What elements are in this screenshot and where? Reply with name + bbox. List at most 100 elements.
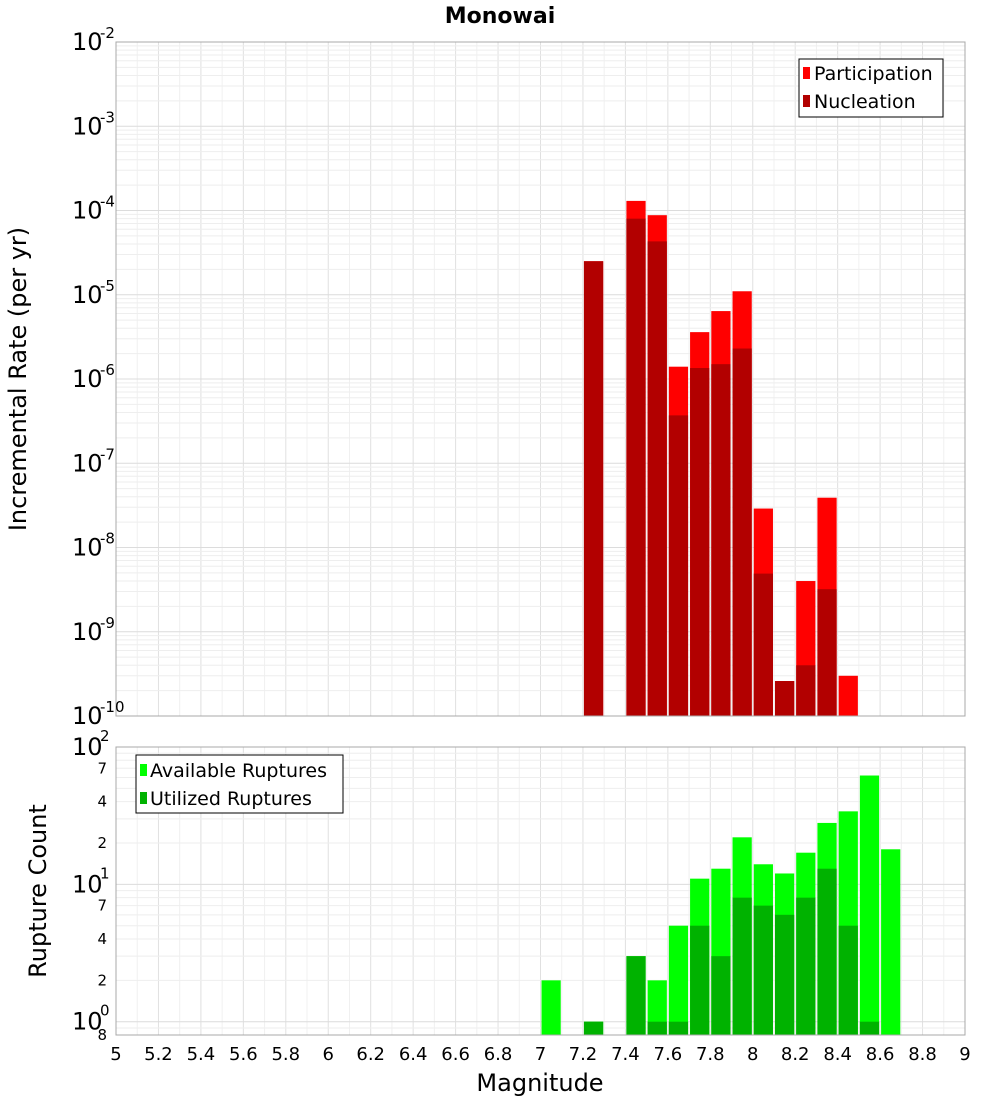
tick-mantissa: 10	[72, 1008, 103, 1036]
tick-exponent: -7	[100, 445, 115, 463]
legend-available-label: Available Ruptures	[150, 760, 327, 782]
utilized-ruptures-bar	[838, 925, 858, 1035]
x-tick-label: 8	[747, 1044, 758, 1065]
x-tick-label: 6.8	[484, 1044, 513, 1065]
legend-participation-label: Participation	[814, 63, 933, 85]
top-grid	[116, 42, 966, 717]
utilized-ruptures-bar	[859, 1021, 880, 1035]
tick-exponent: -6	[100, 361, 115, 379]
top-plot-border	[115, 41, 966, 717]
nucleation-bar	[647, 241, 667, 716]
tick-exponent: 0	[100, 1002, 110, 1020]
top-y-tick-labels: 10-210-310-410-510-610-710-810-910-10	[72, 24, 125, 730]
x-tick-label: 8.2	[781, 1044, 810, 1065]
nucleation-bar	[817, 589, 837, 716]
legend-nucleation-label: Nucleation	[814, 91, 916, 113]
tick-mantissa: 10	[72, 281, 103, 309]
chart-title: Monowai	[445, 4, 556, 29]
bottom-bars	[541, 775, 901, 1035]
nucleation-bar	[796, 665, 816, 716]
tick-mantissa: 10	[72, 733, 103, 761]
x-tick-label: 5.4	[187, 1044, 216, 1065]
tick-mantissa: 10	[72, 365, 103, 393]
bottom-y-tick-label: 100	[72, 1002, 110, 1036]
x-tick-label: 6.4	[399, 1044, 428, 1065]
tick-mantissa: 10	[72, 702, 103, 730]
bottom-y-minor-tick-label: 7	[97, 759, 107, 777]
bottom-y-axis-label: Rupture Count	[24, 804, 52, 978]
tick-mantissa: 10	[72, 28, 103, 56]
top-y-tick-label: 10-4	[72, 193, 115, 225]
utilized-ruptures-bar	[668, 1021, 689, 1035]
x-tick-label: 8.4	[823, 1044, 852, 1065]
x-tick-label: 7	[535, 1044, 546, 1065]
nucleation-bar	[690, 368, 710, 716]
legend-available-swatch	[140, 764, 147, 776]
tick-exponent: -3	[100, 108, 115, 126]
top-legend-box	[798, 58, 944, 118]
bottom-y-minor-tick-label: 7	[97, 897, 107, 915]
utilized-ruptures-bar	[732, 897, 752, 1035]
utilized-ruptures-bar	[774, 914, 795, 1035]
x-axis-label: Magnitude	[476, 1069, 603, 1097]
tick-exponent: -9	[100, 614, 115, 632]
top-y-tick-label: 10-8	[72, 530, 115, 562]
bottom-y-tick-label: 101	[72, 864, 110, 898]
legend-nucleation-swatch	[803, 95, 810, 107]
utilized-ruptures-bar	[711, 956, 731, 1035]
bottom-y-minor-tick-label: 4	[97, 930, 107, 948]
top-panel: 10-210-310-410-510-610-710-810-910-10 In…	[4, 24, 966, 730]
tick-exponent: -10	[100, 698, 125, 716]
tick-mantissa: 10	[72, 449, 103, 477]
available-ruptures-bar	[859, 775, 880, 1035]
top-y-tick-label: 10-9	[72, 614, 115, 646]
tick-mantissa: 10	[72, 197, 103, 225]
available-ruptures-bar	[647, 980, 667, 1035]
bottom-legend: Available Ruptures Utilized Ruptures	[135, 754, 344, 814]
x-tick-label: 6	[323, 1044, 334, 1065]
nucleation-bar	[753, 573, 773, 716]
bottom-y-tick-label: 102	[72, 727, 110, 761]
utilized-ruptures-bar	[817, 868, 837, 1035]
tick-mantissa: 10	[72, 870, 103, 898]
utilized-ruptures-bar	[583, 1021, 604, 1035]
tick-mantissa: 10	[72, 112, 103, 140]
x-tick-label: 8.6	[866, 1044, 895, 1065]
x-tick-label: 5	[110, 1044, 121, 1065]
bottom-legend-box	[135, 754, 344, 814]
nucleation-bar	[583, 261, 604, 716]
utilized-ruptures-bar	[753, 905, 773, 1035]
x-tick-labels: 5 5.2 5.4 5.6 5.8 6 6.2 6.4 6.6 6.8 7 7.2 7.4 7.6 7.8 8…	[110, 1044, 970, 1065]
top-bars	[583, 200, 858, 716]
x-tick-label: 7.4	[611, 1044, 640, 1065]
top-legend: Participation Nucleation	[798, 58, 944, 118]
x-tick-label: 6.2	[356, 1044, 385, 1065]
tick-exponent: -8	[100, 530, 115, 548]
tick-mantissa: 10	[72, 618, 103, 646]
x-tick-label: 7.6	[654, 1044, 683, 1065]
bottom-y-minor-tick-label: 2	[97, 971, 107, 989]
tick-exponent: -5	[100, 277, 115, 295]
legend-utilized-label: Utilized Ruptures	[150, 788, 312, 810]
nucleation-bar	[626, 218, 646, 716]
bottom-plot-border	[115, 746, 966, 1036]
available-ruptures-bar	[668, 925, 689, 1035]
tick-exponent: 1	[100, 864, 110, 882]
x-tick-label: 5.6	[229, 1044, 258, 1065]
x-tick-label: 6.6	[441, 1044, 470, 1065]
top-y-tick-label: 10-3	[72, 108, 115, 140]
available-ruptures-bar	[881, 849, 901, 1035]
tick-exponent: -2	[100, 24, 115, 42]
tick-exponent: 2	[100, 727, 110, 745]
x-tick-label: 8.8	[908, 1044, 937, 1065]
nucleation-bar	[774, 681, 795, 716]
x-tick-label: 7.8	[696, 1044, 725, 1065]
top-y-tick-label: 10-2	[72, 24, 115, 56]
x-tick-label: 5.8	[271, 1044, 300, 1065]
top-y-tick-label: 10-5	[72, 277, 115, 309]
x-tick-label: 5.2	[144, 1044, 173, 1065]
utilized-ruptures-bar	[690, 925, 710, 1035]
